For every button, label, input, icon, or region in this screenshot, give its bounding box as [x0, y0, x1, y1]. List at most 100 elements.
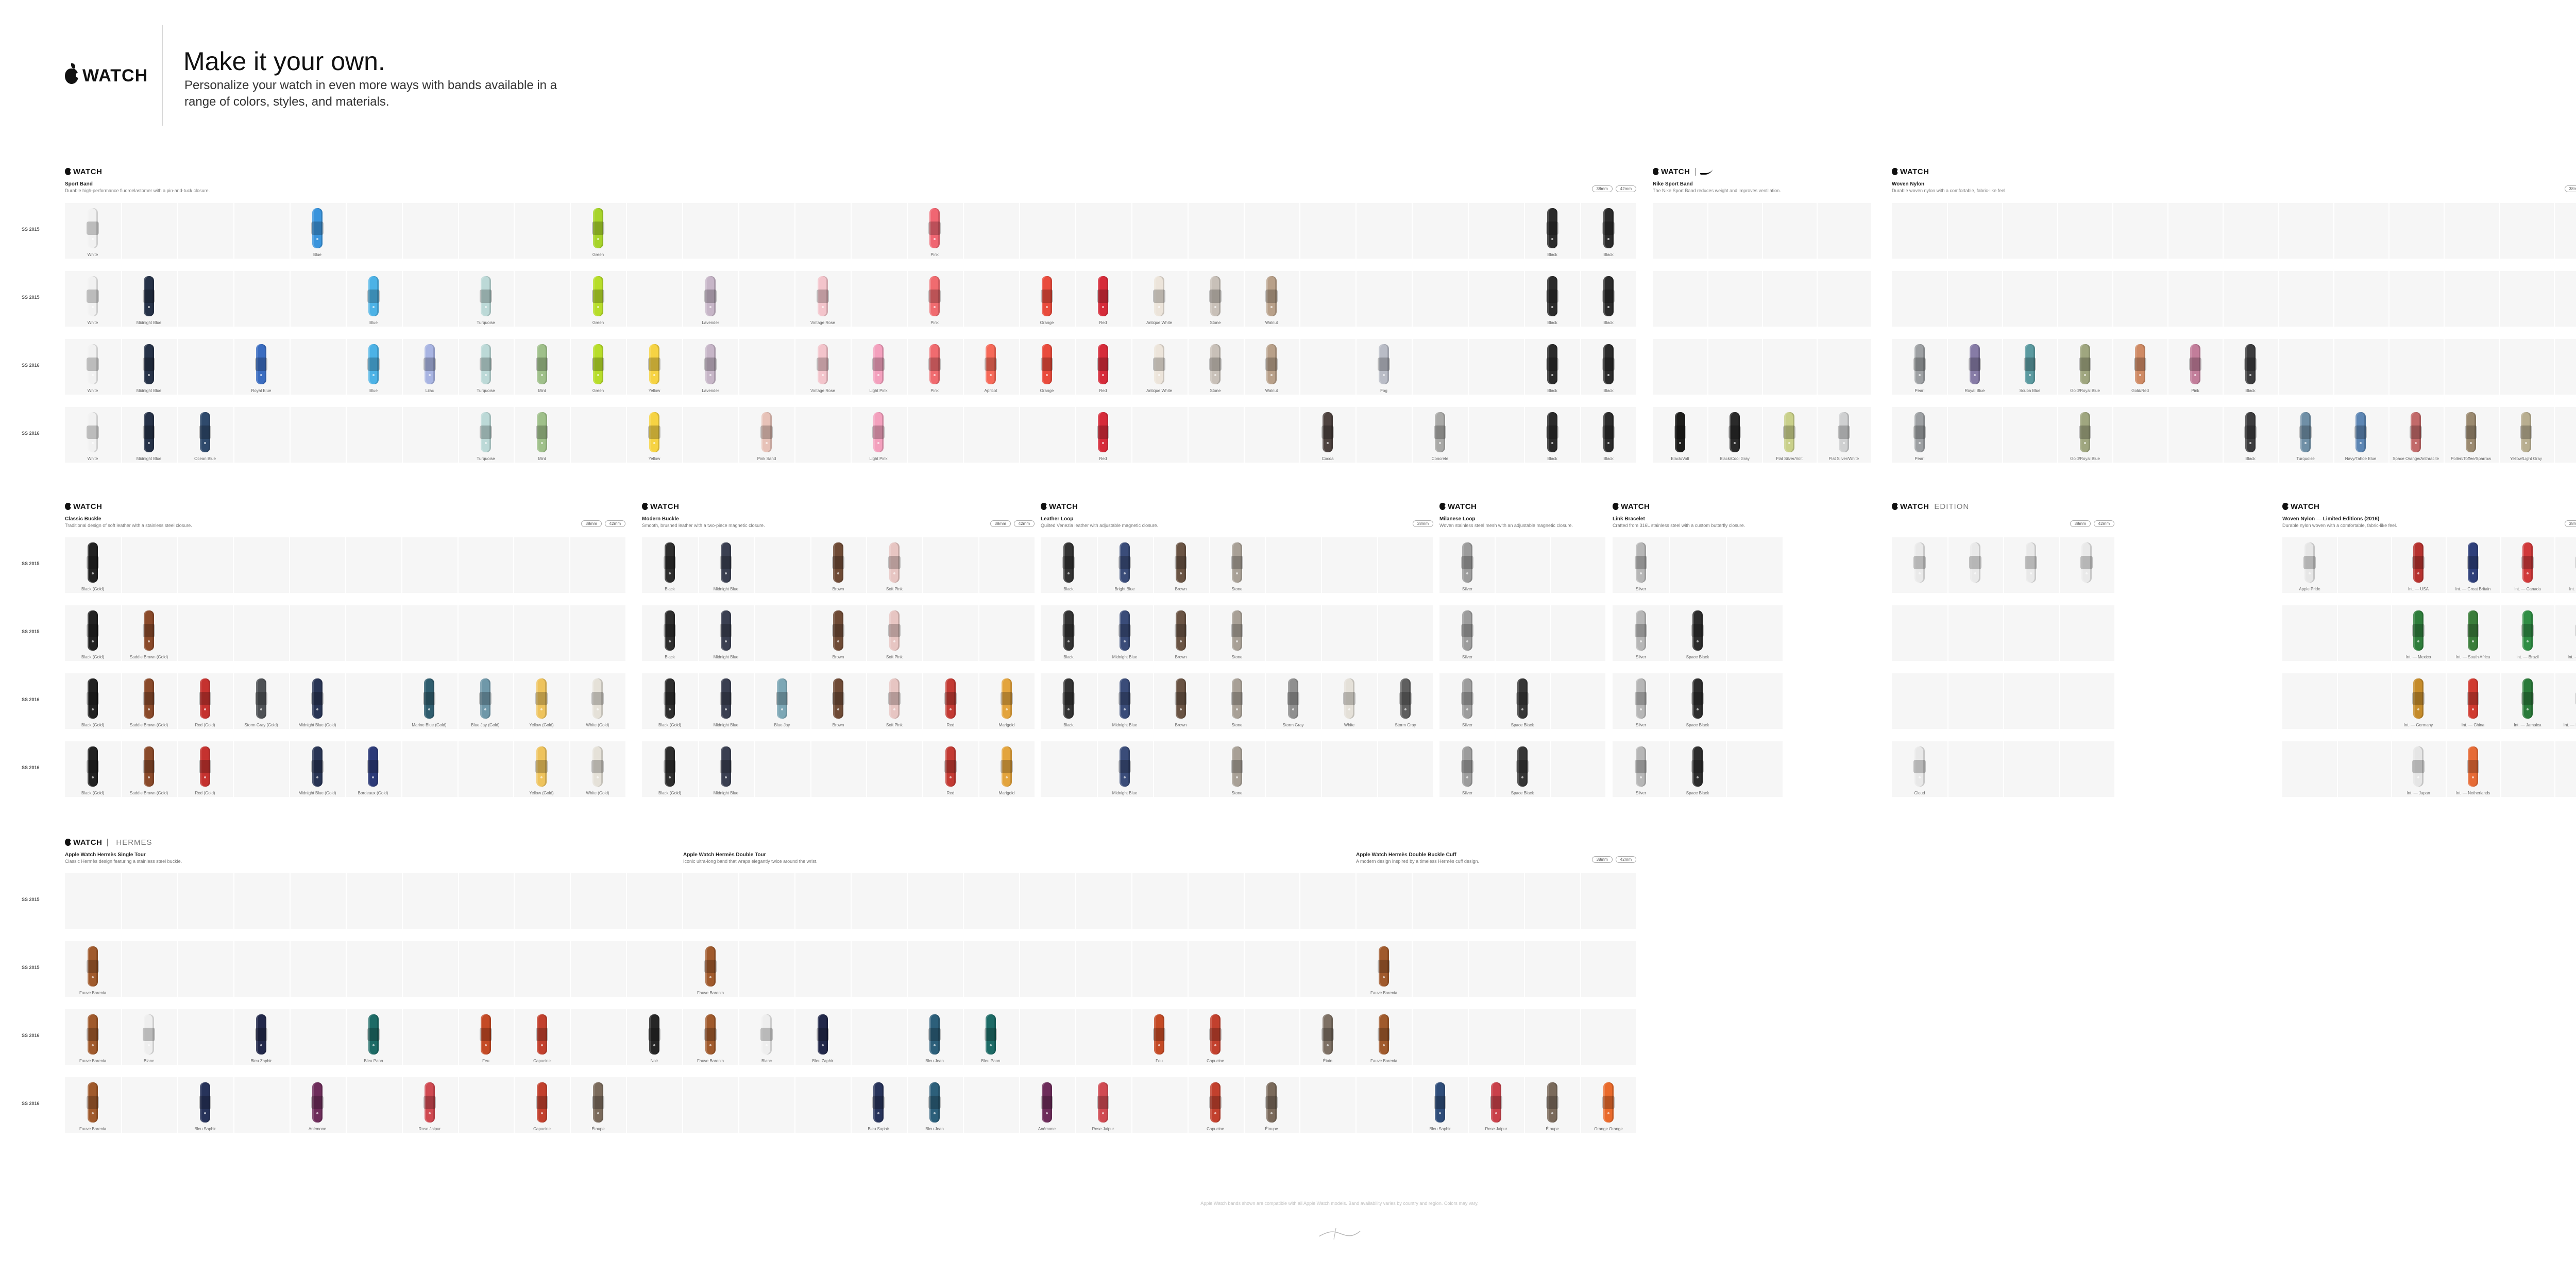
watch-band[interactable] — [2354, 412, 2367, 452]
watch-band[interactable] — [1343, 678, 1355, 719]
watch-band[interactable] — [255, 678, 267, 719]
watch-band[interactable] — [143, 344, 155, 384]
watch-band[interactable] — [1209, 1082, 1222, 1123]
watch-band[interactable] — [87, 1082, 99, 1123]
watch-band[interactable] — [2189, 344, 2201, 384]
watch-band[interactable] — [1153, 276, 1165, 316]
watch-band[interactable] — [817, 276, 829, 316]
size-pill[interactable]: 38mm — [2564, 185, 2576, 192]
watch-band[interactable] — [536, 412, 548, 452]
watch-band[interactable] — [928, 344, 941, 384]
watch-band[interactable] — [1546, 344, 1558, 384]
watch-band[interactable] — [1231, 746, 1243, 787]
watch-band[interactable] — [143, 412, 155, 452]
watch-band[interactable] — [704, 946, 717, 987]
watch-band[interactable] — [1041, 1082, 1053, 1123]
size-pill[interactable]: 38mm — [1591, 185, 1613, 192]
watch-band[interactable] — [1461, 678, 1473, 719]
watch-band[interactable] — [704, 276, 717, 316]
watch-band[interactable] — [1691, 678, 1704, 719]
watch-band[interactable] — [480, 1014, 492, 1055]
watch-band[interactable] — [592, 344, 604, 384]
watch-band[interactable] — [817, 1014, 829, 1055]
watch-band[interactable] — [87, 344, 99, 384]
size-pill[interactable]: 38mm — [581, 520, 602, 527]
watch-band[interactable] — [143, 1014, 155, 1055]
watch-band[interactable] — [1321, 412, 1334, 452]
watch-band[interactable] — [1209, 344, 1222, 384]
watch-band[interactable] — [2412, 542, 2425, 583]
watch-band[interactable] — [1602, 276, 1615, 316]
size-pill[interactable]: 42mm — [1013, 520, 1035, 527]
watch-band[interactable] — [535, 678, 548, 719]
watch-band[interactable] — [888, 610, 901, 651]
watch-band[interactable] — [872, 412, 885, 452]
watch-band[interactable] — [479, 678, 492, 719]
watch-band[interactable] — [2521, 678, 2534, 719]
watch-band[interactable] — [872, 344, 885, 384]
watch-band[interactable] — [1434, 1082, 1446, 1123]
watch-band[interactable] — [87, 610, 99, 651]
watch-band[interactable] — [367, 276, 380, 316]
watch-band[interactable] — [1461, 610, 1473, 651]
watch-band[interactable] — [2244, 344, 2257, 384]
watch-band[interactable] — [1674, 412, 1686, 452]
watch-band[interactable] — [2025, 542, 2037, 583]
watch-band[interactable] — [1097, 344, 1109, 384]
watch-band[interactable] — [1516, 678, 1529, 719]
watch-band[interactable] — [1209, 276, 1222, 316]
size-pill[interactable]: 42mm — [1615, 856, 1636, 863]
watch-band[interactable] — [1691, 746, 1704, 787]
watch-band[interactable] — [720, 542, 732, 583]
watch-band[interactable] — [1175, 678, 1187, 719]
watch-band[interactable] — [1969, 344, 1981, 384]
watch-band[interactable] — [1691, 610, 1704, 651]
watch-band[interactable] — [1635, 542, 1647, 583]
watch-band[interactable] — [1321, 1014, 1334, 1055]
watch-band[interactable] — [311, 1082, 324, 1123]
watch-band[interactable] — [928, 276, 941, 316]
size-pill[interactable]: 38mm — [990, 520, 1011, 527]
watch-band[interactable] — [1602, 412, 1615, 452]
watch-band[interactable] — [143, 276, 155, 316]
watch-band[interactable] — [1001, 678, 1013, 719]
watch-band[interactable] — [87, 412, 99, 452]
watch-band[interactable] — [872, 1082, 885, 1123]
watch-band[interactable] — [1913, 412, 1926, 452]
watch-band[interactable] — [2080, 542, 2093, 583]
watch-band[interactable] — [2412, 678, 2425, 719]
watch-band[interactable] — [944, 746, 957, 787]
watch-band[interactable] — [985, 344, 997, 384]
watch-band[interactable] — [2467, 610, 2479, 651]
watch-band[interactable] — [592, 208, 604, 248]
watch-band[interactable] — [591, 678, 604, 719]
watch-band[interactable] — [87, 1014, 99, 1055]
watch-band[interactable] — [1783, 412, 1795, 452]
watch-band[interactable] — [888, 678, 901, 719]
watch-band[interactable] — [1602, 344, 1615, 384]
watch-band[interactable] — [311, 208, 324, 248]
watch-band[interactable] — [1913, 746, 1926, 787]
watch-band[interactable] — [1175, 542, 1187, 583]
watch-band[interactable] — [832, 678, 844, 719]
watch-band[interactable] — [1287, 678, 1299, 719]
watch-band[interactable] — [1062, 678, 1075, 719]
watch-band[interactable] — [760, 412, 773, 452]
watch-band[interactable] — [2303, 542, 2316, 583]
size-pill[interactable]: 38mm — [2070, 520, 2091, 527]
watch-band[interactable] — [2465, 412, 2477, 452]
watch-band[interactable] — [1378, 344, 1390, 384]
watch-band[interactable] — [1378, 1014, 1390, 1055]
watch-band[interactable] — [2410, 412, 2422, 452]
watch-band[interactable] — [2412, 746, 2425, 787]
watch-band[interactable] — [480, 412, 492, 452]
watch-band[interactable] — [480, 276, 492, 316]
watch-band[interactable] — [2079, 412, 2091, 452]
watch-band[interactable] — [2299, 412, 2312, 452]
watch-band[interactable] — [1635, 678, 1647, 719]
watch-band[interactable] — [928, 1082, 941, 1123]
watch-band[interactable] — [1728, 412, 1741, 452]
watch-band[interactable] — [1062, 610, 1075, 651]
watch-band[interactable] — [199, 746, 211, 787]
watch-band[interactable] — [985, 1014, 997, 1055]
